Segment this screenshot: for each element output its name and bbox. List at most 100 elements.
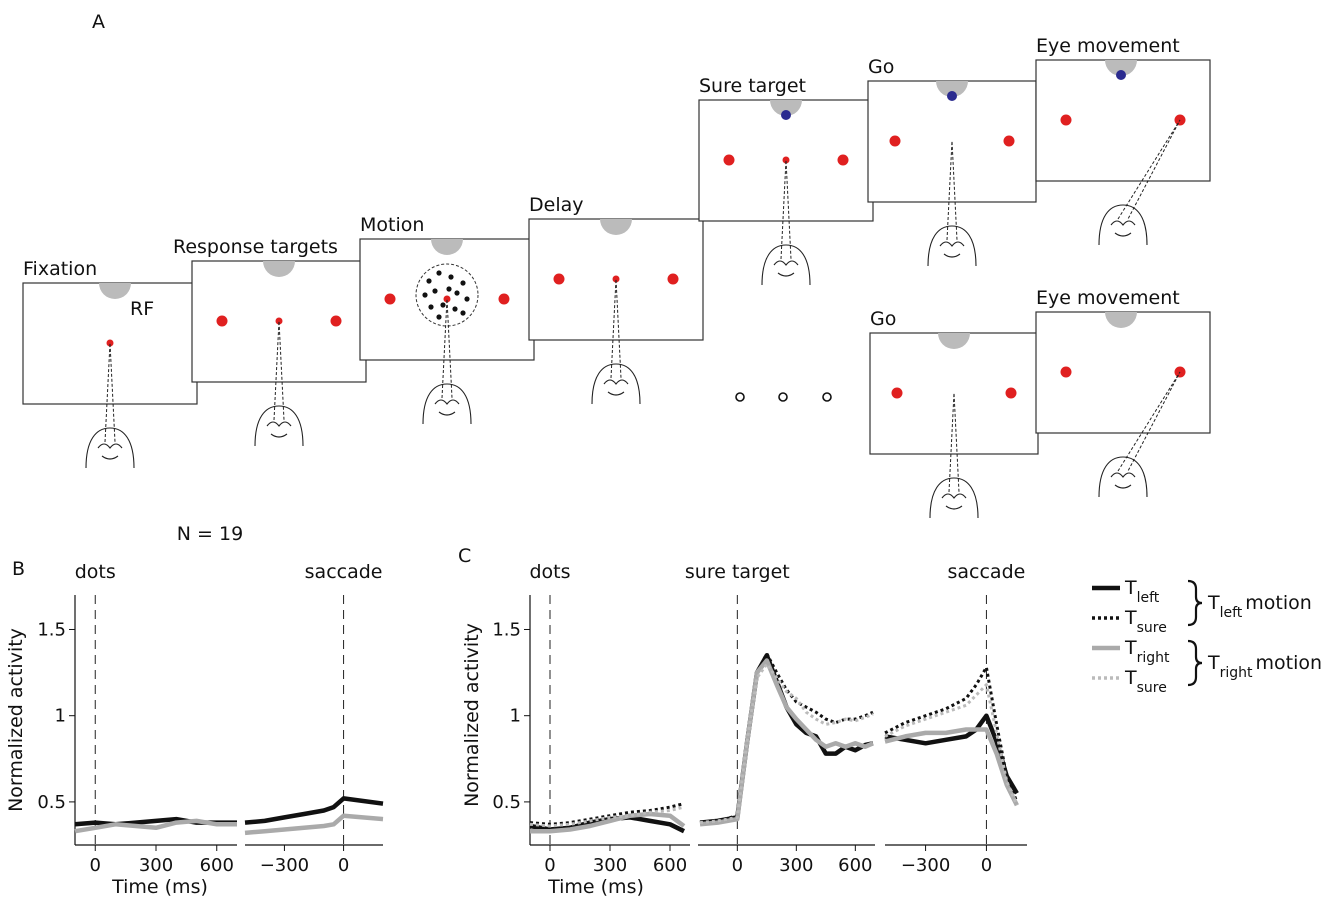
motion-dot (436, 314, 442, 320)
series-line (699, 658, 874, 827)
gaze-line (948, 392, 960, 493)
head (927, 225, 977, 267)
screen-title: Sure target (699, 75, 806, 97)
chart-title: N = 19 (177, 523, 243, 545)
fixation-point (106, 339, 114, 347)
y-axis-label: Normalized activity (5, 628, 27, 812)
legend-group-label: Tleft motion (1207, 592, 1312, 621)
head (85, 427, 135, 469)
rf-label: RF (130, 298, 154, 320)
ellipsis (822, 392, 832, 402)
legend-label-sub: right (1137, 650, 1170, 666)
screen-title: Response targets (173, 236, 338, 258)
legend-group-label-sub: right (1220, 665, 1253, 681)
fixation-point (443, 295, 451, 303)
target (837, 154, 849, 166)
legend-label: Tsure (1124, 607, 1167, 636)
x-tick-label: 600 (838, 855, 872, 876)
ellipsis (778, 392, 788, 402)
y-axis-label: Normalized activity (461, 623, 483, 807)
sure-target (781, 110, 791, 120)
legend-label-base: T (1124, 577, 1137, 599)
motion-dot (464, 296, 470, 302)
sure-target (947, 91, 957, 101)
x-axis-label: Time (ms) (111, 876, 208, 898)
series-line (699, 662, 874, 825)
series-line (699, 652, 874, 825)
y-tick-label: 1 (510, 706, 521, 727)
x-tick-label: 300 (139, 855, 173, 876)
receptive-field (1105, 60, 1137, 76)
panel-label: B (12, 558, 25, 580)
target (1060, 366, 1072, 378)
event-label: sure target (685, 561, 790, 583)
legend-label-sub: sure (1137, 680, 1167, 696)
legend-brace (1187, 579, 1203, 627)
y-tick-label: 0.5 (37, 792, 66, 813)
receptive-field (600, 219, 632, 235)
legend-label-base: T (1124, 667, 1137, 689)
target (498, 293, 510, 305)
motion-dot (428, 304, 434, 310)
x-tick-label: 0 (732, 855, 743, 876)
legend-label-base: T (1124, 607, 1137, 629)
series-line (529, 805, 685, 828)
event-label: saccade (305, 561, 383, 583)
y-tick-label: 1 (55, 706, 66, 727)
legend-label: Tleft (1124, 577, 1160, 606)
legend-group-label-sub: left (1220, 605, 1243, 621)
gaze-line (441, 298, 453, 399)
panel-label: C (458, 545, 471, 567)
gaze-line (1117, 119, 1181, 220)
ellipsis (735, 392, 745, 402)
fixation-point (612, 275, 620, 283)
series-line (529, 802, 685, 826)
target (1060, 114, 1072, 126)
target (1005, 387, 1017, 399)
event-label: saccade (948, 561, 1026, 583)
x-tick-label: 300 (779, 855, 813, 876)
series-line (884, 665, 1019, 803)
motion-dot (460, 280, 466, 286)
motion-dot (422, 292, 428, 298)
target (330, 315, 342, 327)
gaze-line (946, 140, 958, 241)
gaze-line (1117, 371, 1181, 472)
legend-group-label-text: motion (1245, 592, 1312, 614)
motion-dot (460, 310, 466, 316)
x-axis-label: Time (ms) (547, 876, 644, 898)
head (1098, 456, 1148, 498)
motion-dot (432, 288, 438, 294)
series-line (699, 653, 874, 825)
motion-dot (440, 302, 446, 308)
series-line (884, 713, 1019, 795)
x-tick-label: 0 (981, 855, 992, 876)
legend-group-label: Tright motion (1207, 652, 1322, 681)
x-tick-label: −300 (260, 855, 309, 876)
motion-dot (448, 274, 454, 280)
gaze-line (780, 159, 792, 260)
event-label: dots (529, 561, 570, 583)
target (553, 273, 565, 285)
gaze-line (610, 278, 622, 379)
x-tick-label: −300 (901, 855, 950, 876)
series-line (74, 818, 237, 834)
target (891, 387, 903, 399)
x-tick-label: 600 (653, 855, 687, 876)
screen-title: Motion (360, 214, 424, 236)
legend-label-base: T (1124, 637, 1137, 659)
screen-title: Fixation (23, 258, 97, 280)
series-line (244, 813, 384, 836)
fixation-point (782, 156, 790, 164)
target (384, 293, 396, 305)
head (1098, 204, 1148, 246)
receptive-field (431, 239, 463, 255)
receptive-field (938, 333, 970, 349)
legend-label-sub: left (1137, 590, 1160, 606)
legend-label: Tright (1124, 637, 1170, 666)
x-tick-label: 0 (338, 855, 349, 876)
screen-title: Go (870, 308, 896, 330)
x-tick-label: 0 (90, 855, 101, 876)
motion-dot (452, 306, 458, 312)
